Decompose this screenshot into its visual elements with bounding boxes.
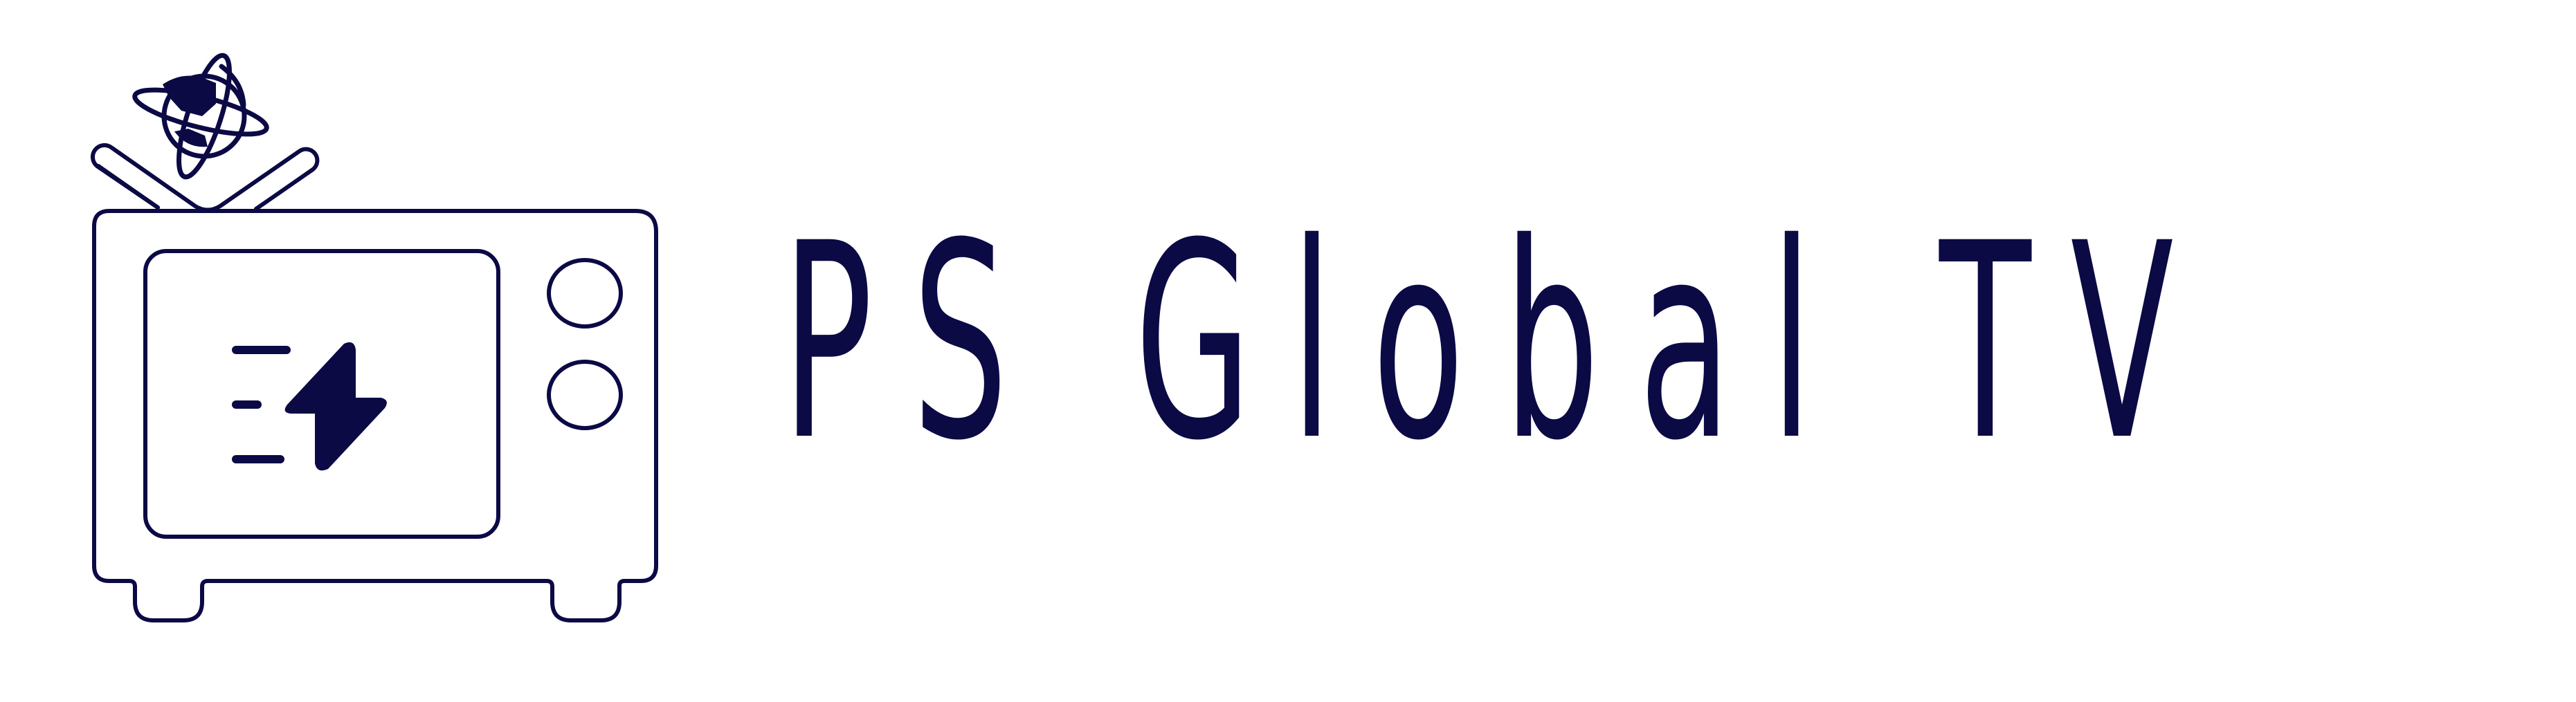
globe-icon (132, 53, 269, 180)
knob-top (547, 258, 623, 329)
knob-bottom (547, 360, 623, 430)
tv-screen (143, 249, 500, 539)
tv-body (92, 209, 658, 622)
lightning-bolt-icon (232, 342, 387, 471)
brand-name: PS Global TV (782, 185, 2213, 499)
